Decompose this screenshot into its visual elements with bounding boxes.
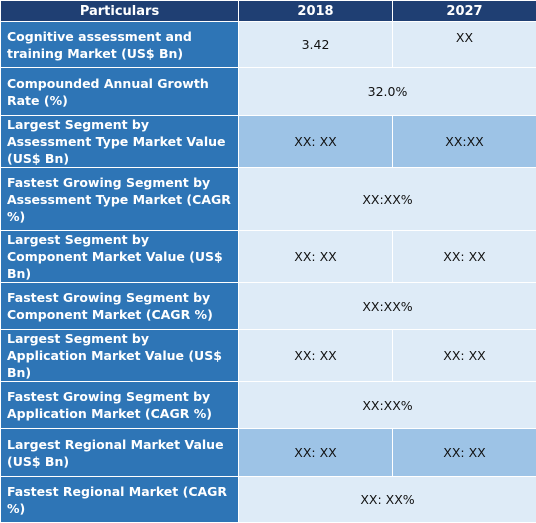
- row-label: Largest Segment by Component Market Valu…: [0, 230, 239, 283]
- value-2018: XX: XX: [238, 230, 393, 283]
- value-2018: XX: XX: [238, 115, 393, 168]
- value-2027: XX: [392, 21, 536, 68]
- header-particulars: Particulars: [0, 0, 239, 22]
- row-label: Compounded Annual Growth Rate (%): [0, 67, 239, 116]
- table-row: Fastest Growing Segment by Application M…: [0, 381, 536, 429]
- value-merged: XX:XX%: [238, 381, 536, 429]
- value-2027: XX: XX: [392, 428, 536, 477]
- value-2018: XX: XX: [238, 329, 393, 382]
- row-label: Largest Segment by Assessment Type Marke…: [0, 115, 239, 168]
- row-label: Fastest Growing Segment by Assessment Ty…: [0, 167, 239, 231]
- table-row: Fastest Regional Market (CAGR %) XX: XX%: [0, 476, 536, 523]
- row-label: Fastest Growing Segment by Application M…: [0, 381, 239, 429]
- table-row: Largest Segment by Application Market Va…: [0, 329, 536, 382]
- value-2027: XX:XX: [392, 115, 536, 168]
- header-2018: 2018: [238, 0, 393, 22]
- row-label: Largest Regional Market Value (US$ Bn): [0, 428, 239, 477]
- value-2018: 3.42: [238, 21, 393, 68]
- table-row: Cognitive assessment and training Market…: [0, 21, 536, 68]
- table-row: Fastest Growing Segment by Component Mar…: [0, 282, 536, 330]
- row-label: Largest Segment by Application Market Va…: [0, 329, 239, 382]
- value-2018: XX: XX: [238, 428, 393, 477]
- row-label: Fastest Regional Market (CAGR %): [0, 476, 239, 523]
- value-merged: XX: XX%: [238, 476, 536, 523]
- header-row: Particulars 2018 2027: [0, 0, 536, 22]
- value-merged: 32.0%: [238, 67, 536, 116]
- table-row: Largest Regional Market Value (US$ Bn) X…: [0, 428, 536, 477]
- table-row: Largest Segment by Component Market Valu…: [0, 230, 536, 283]
- table-row: Fastest Growing Segment by Assessment Ty…: [0, 167, 536, 231]
- value-2027: XX: XX: [392, 329, 536, 382]
- table-row: Largest Segment by Assessment Type Marke…: [0, 115, 536, 168]
- row-label: Cognitive assessment and training Market…: [0, 21, 239, 68]
- row-label: Fastest Growing Segment by Component Mar…: [0, 282, 239, 330]
- header-2027: 2027: [392, 0, 536, 22]
- value-2027: XX: XX: [392, 230, 536, 283]
- value-merged: XX:XX%: [238, 167, 536, 231]
- value-merged: XX:XX%: [238, 282, 536, 330]
- table-row: Compounded Annual Growth Rate (%) 32.0%: [0, 67, 536, 116]
